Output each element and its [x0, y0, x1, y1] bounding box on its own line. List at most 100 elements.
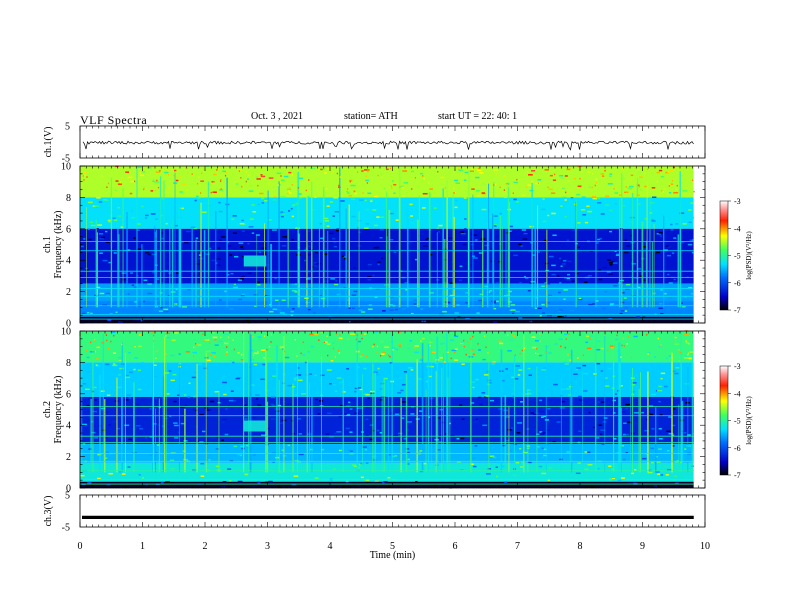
spectrogram-speckle [636, 194, 640, 196]
spectrogram-hotspot [233, 348, 235, 351]
spectrogram-speckle [674, 475, 678, 478]
spectrogram-speckle [247, 272, 252, 275]
spectrogram-speckle [410, 369, 414, 371]
spectrogram-speckle [592, 426, 596, 429]
spectrogram-hotspot [620, 356, 622, 359]
spectrogram-speckle [440, 176, 445, 179]
spectrogram-speckle [154, 375, 158, 378]
spectrogram-speckle [511, 392, 515, 395]
spectrogram-speckle [292, 231, 296, 233]
spectrogram-hotspot [389, 356, 391, 358]
spectrogram-speckle [226, 245, 232, 247]
spectrogram-speckle [398, 482, 402, 484]
spectrogram-hotspot [472, 335, 474, 338]
spectrogram-hotspot [167, 170, 170, 172]
spectrogram-speckle [609, 230, 613, 233]
spectrogram-speckle [141, 361, 144, 364]
spectrogram-speckle [334, 390, 338, 392]
spectrogram-speckle [202, 211, 207, 214]
spectrogram-speckle [187, 289, 191, 291]
sferic-streak [428, 192, 431, 308]
spectrogram-speckle [286, 188, 292, 191]
spectrogram-speckle [276, 309, 282, 311]
spectrogram-hotspot [252, 354, 255, 357]
spectrogram-speckle [170, 467, 176, 470]
spectrogram-speckle [298, 433, 302, 435]
sferic-streak [467, 227, 470, 308]
spectrogram-speckle [369, 199, 374, 201]
spectrogram-speckle [596, 348, 601, 351]
spectrogram-speckle [371, 321, 374, 324]
spectrogram-hotspot [554, 173, 556, 176]
spectrogram-speckle [584, 486, 587, 489]
spectrogram-speckle [115, 344, 119, 346]
spectrogram-speckle [614, 250, 617, 253]
spectrogram-speckle [505, 368, 508, 370]
spectrogram-speckle [160, 214, 163, 217]
sferic-streak [527, 389, 529, 473]
spectrogram-speckle [689, 239, 694, 242]
spectrogram-speckle [506, 453, 511, 455]
spectrogram-speckle [365, 434, 369, 437]
spectrogram-speckle [221, 439, 224, 441]
spectrogram-hotspot [693, 190, 695, 193]
spectrogram-speckle [614, 304, 619, 306]
spectrogram-hotspot [493, 184, 495, 186]
ch-label: ch.2 [42, 401, 53, 418]
spectrogram-speckle [94, 457, 98, 459]
spectrogram-speckle [596, 242, 599, 244]
spectrogram-speckle [170, 379, 175, 382]
spectrogram-speckle [609, 345, 615, 347]
spectrogram-speckle [658, 307, 663, 310]
spectrogram-speckle [584, 468, 589, 470]
spectrogram-speckle [566, 451, 570, 453]
spectrogram-speckle [551, 264, 556, 267]
spectrogram-speckle [670, 223, 673, 226]
spectrogram-speckle [398, 317, 401, 319]
spectrogram-speckle [161, 362, 165, 365]
spectrogram-hotspot [692, 179, 694, 182]
spectrogram-speckle [573, 373, 578, 376]
spectrogram-speckle [377, 261, 381, 263]
spectrogram-speckle [258, 338, 262, 341]
spectrogram-speckle [307, 245, 311, 248]
spectrogram-speckle [551, 212, 556, 215]
spectrogram-speckle [608, 262, 614, 264]
spectrogram-speckle [98, 201, 103, 203]
spectrogram-hotspot [562, 189, 564, 191]
spectrogram-speckle [349, 431, 353, 433]
spectrogram-speckle [617, 479, 622, 481]
spectrogram-speckle [407, 463, 410, 465]
spectrogram-speckle [650, 447, 654, 450]
spectrogram-hotspot [463, 339, 465, 342]
spectrogram-speckle [218, 340, 223, 343]
spectrogram-hotspot [270, 341, 272, 343]
spectrogram-hotspot [647, 353, 649, 355]
spectrogram-speckle [624, 310, 628, 312]
sferic-streak [308, 382, 310, 473]
spectrogram-speckle [186, 224, 189, 227]
spectrogram-speckle [483, 218, 488, 221]
spectrogram-speckle [323, 280, 329, 283]
spectrogram-speckle [185, 230, 191, 233]
spectrogram-speckle [358, 464, 362, 466]
sferic-streak [86, 207, 87, 308]
spectrogram-speckle [402, 170, 408, 172]
spectrogram-speckle [348, 320, 351, 323]
spectrogram-speckle [676, 459, 679, 462]
spectrogram-speckle [538, 465, 543, 468]
spectrogram-speckle [437, 441, 443, 443]
spectrogram-speckle [460, 231, 465, 233]
spectrogram-speckle [598, 278, 603, 281]
spectrogram-hotspot [469, 338, 472, 340]
spectrogram-speckle [348, 401, 351, 404]
spectrogram-speckle [214, 390, 220, 393]
spectrogram-speckle [279, 312, 285, 314]
spectrogram-speckle [244, 473, 249, 476]
spectrogram-speckle [109, 312, 113, 315]
spectrogram-speckle [600, 347, 604, 350]
spectrogram-hotspot [539, 340, 541, 343]
spectrogram-speckle [156, 433, 160, 435]
sferic-streak [152, 364, 154, 473]
